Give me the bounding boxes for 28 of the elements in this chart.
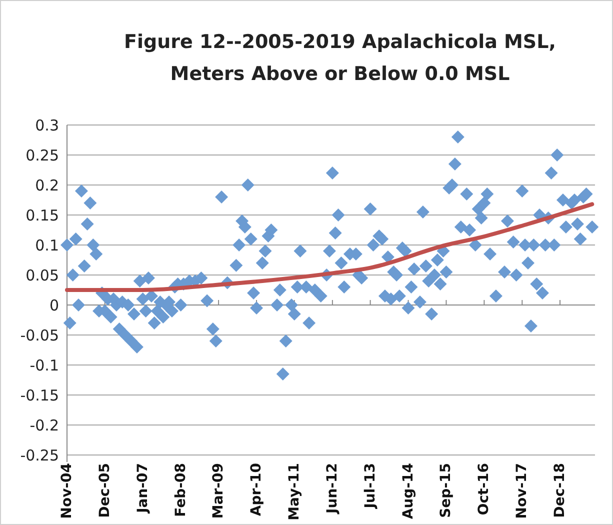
x-tick-label: Jun-12	[324, 463, 340, 514]
x-tick-label: Sep-15	[438, 463, 454, 518]
x-tick-label: Feb-08	[172, 463, 189, 517]
x-tick-label: Aug-14	[400, 462, 416, 520]
y-tick-label: -0.2	[30, 416, 59, 434]
y-tick-label: -0.15	[20, 386, 59, 404]
y-tick-label: -0.05	[20, 326, 59, 344]
x-tick-label: Oct-16	[476, 463, 492, 516]
y-tick-label: 0	[49, 296, 59, 314]
chart-title: Figure 12--2005-2019 Apalachicola MSL, Meters Above or Below 0.0 MSL	[124, 31, 556, 85]
y-tick-label: 0.15	[26, 206, 59, 224]
y-tick-label: 0.1	[35, 236, 59, 254]
y-tick-label: -0.1	[30, 356, 59, 374]
x-tick-label: Dec-18	[552, 463, 568, 518]
x-tick-label: May-11	[286, 463, 302, 520]
x-tick-label: Nov-04	[59, 462, 75, 519]
y-tick-label: -0.25	[20, 446, 59, 464]
x-tick-label: Mar-09	[210, 463, 227, 519]
y-tick-label: 0.3	[35, 116, 59, 134]
x-tick-label: Jul-13	[362, 463, 378, 510]
x-tick-label: Nov-17	[514, 463, 530, 519]
y-tick-label: 0.05	[26, 266, 59, 284]
y-tick-label: 0.2	[35, 176, 59, 194]
line-series	[65, 202, 594, 292]
x-tick-label: Apr-10	[248, 462, 265, 516]
y-tick-label: 0.25	[26, 146, 59, 164]
x-tick-label: Jan-07	[134, 463, 151, 514]
x-tick-label: Dec-05	[96, 463, 113, 518]
